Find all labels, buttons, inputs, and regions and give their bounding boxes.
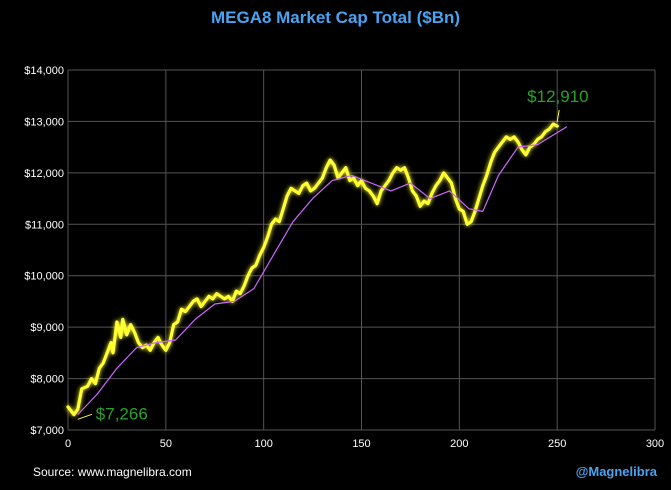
axes: $7,000 $8,000 $9,000 $10,000 $11,000 $12,000 $… [24,65,664,450]
series [66,122,568,417]
x-tick-label: 0 [65,438,71,450]
x-tick-label: 200 [450,438,468,450]
series-line-market-cap [66,122,559,417]
y-tick-label: $8,000 [30,374,64,386]
y-tick-label: $10,000 [24,271,64,283]
y-tick-label: $9,000 [30,322,64,334]
x-tick-label: 300 [646,438,664,450]
chart-title: MEGA8 Market Cap Total ($Bn) [210,8,461,27]
annotations: $7,266 $12,910 [77,87,589,423]
x-tick-label: 250 [548,438,566,450]
x-tick-label: 100 [254,438,272,450]
annotation-leader [77,413,92,420]
y-tick-label: $11,000 [25,219,64,231]
y-tick-label: $12,000 [24,168,64,180]
gridlines [67,69,656,431]
annotation-end-value: $12,910 [527,87,588,106]
y-tick-label: $7,000 [30,425,64,437]
series-line-moving-average [77,126,568,416]
annotation-leader [556,109,560,123]
x-tick-label: 50 [160,438,172,450]
x-tick-label: 150 [352,438,370,450]
author-handle[interactable]: @Magnelibra [575,464,657,479]
annotation-start-value: $7,266 [96,404,148,423]
source-note: Source: www.magnelibra.com [33,465,192,479]
y-tick-label: $14,000 [24,65,64,77]
y-tick-label: $13,000 [24,116,64,128]
